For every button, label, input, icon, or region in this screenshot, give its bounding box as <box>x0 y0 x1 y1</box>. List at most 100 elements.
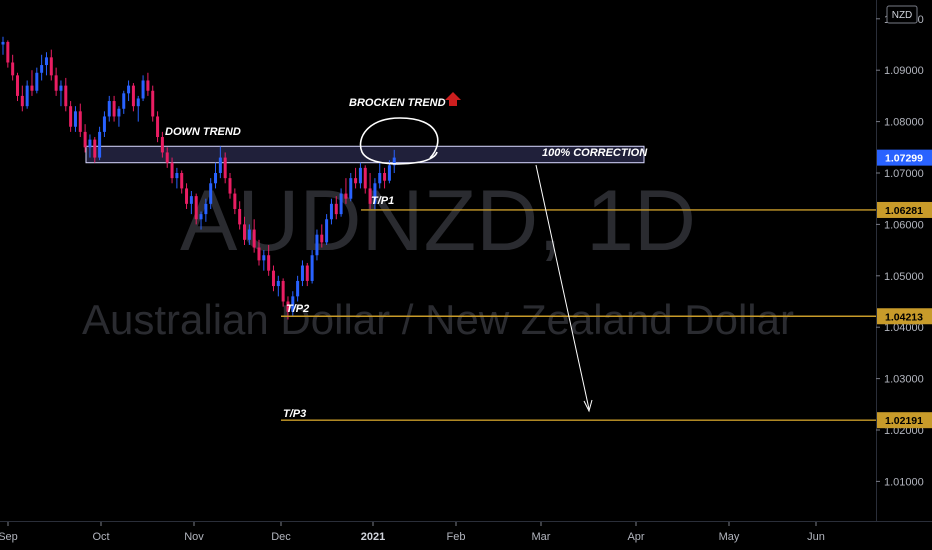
tp3-label: T/P3 <box>283 408 306 420</box>
candle-body <box>291 296 295 312</box>
level-price-badge: 1.02191 <box>877 412 932 429</box>
candle-up <box>247 224 251 245</box>
x-tick-label: May <box>719 531 740 543</box>
candle-body <box>281 280 285 302</box>
candle-down <box>78 103 82 138</box>
candle-down <box>383 167 387 189</box>
down-trend-label: DOWN TREND <box>165 126 241 138</box>
y-tick-label: 1.05000 <box>884 271 924 283</box>
y-tick-label: 1.04000 <box>884 322 924 334</box>
x-tick-label: Feb <box>447 531 466 543</box>
candle-up <box>117 106 121 127</box>
candle-body <box>262 255 266 261</box>
candle-up <box>378 162 382 189</box>
candle-down <box>233 188 237 215</box>
candle-body <box>238 208 242 225</box>
red-up-arrow-icon <box>445 92 461 106</box>
candle-up <box>310 250 314 284</box>
candle-down <box>354 167 358 189</box>
price-badge-label: 1.06281 <box>885 205 923 217</box>
price-axis[interactable]: 1.010001.020001.030001.040001.050001.060… <box>876 14 924 489</box>
candle-down <box>252 219 256 253</box>
candle-body <box>185 188 189 204</box>
candle-body <box>107 101 111 117</box>
candle-down <box>281 278 285 307</box>
correction-label: 100% CORRECTION <box>542 147 648 159</box>
candle-down <box>170 157 174 184</box>
currency-badge[interactable] <box>886 5 918 24</box>
candle-down <box>194 193 198 225</box>
candle-body <box>175 173 179 179</box>
y-tick-label: 1.01000 <box>884 476 924 488</box>
candle-up <box>276 275 280 297</box>
candle-body <box>267 255 271 271</box>
candle-body <box>6 41 10 63</box>
candle-body <box>354 178 358 184</box>
candle-down <box>368 173 372 209</box>
candle-body <box>214 173 218 184</box>
x-tick-label: Mar <box>532 531 551 543</box>
candle-body <box>373 183 377 204</box>
candle-down <box>228 173 232 199</box>
candle-body <box>44 57 48 66</box>
candle-down <box>305 262 309 287</box>
candle-body <box>189 196 193 204</box>
candle-down <box>15 72 19 102</box>
level-price-badge: 1.06281 <box>877 201 932 218</box>
x-tick-label: 2021 <box>361 531 385 543</box>
candle-up <box>214 162 218 189</box>
candle-down <box>257 239 261 266</box>
candle-body <box>276 280 280 287</box>
candle-body <box>329 203 333 220</box>
price-badge-box <box>877 308 932 325</box>
candle-down <box>20 85 24 112</box>
candle-up <box>349 173 353 202</box>
candle-body <box>146 80 150 91</box>
candle-body <box>310 255 314 281</box>
candle-body <box>194 196 198 220</box>
candle-down <box>180 170 184 194</box>
candle-body <box>156 116 160 138</box>
candle-body <box>387 165 391 181</box>
candle-body <box>349 178 353 199</box>
x-tick-label: Jun <box>807 531 825 543</box>
candle-up <box>189 190 193 215</box>
watermark-description: Australian Dollar / New Zealand Dollar <box>82 296 794 343</box>
candle-body <box>136 98 140 107</box>
candle-down <box>54 67 58 96</box>
time-axis[interactable]: Sep Oct Nov Dec 2021 Feb Mar Apr May Jun <box>0 522 825 543</box>
price-badge-label: 1.02191 <box>885 415 923 427</box>
candle-body <box>35 72 39 91</box>
candle-down <box>243 216 246 245</box>
candle-up <box>204 198 208 222</box>
candle-body <box>334 203 338 215</box>
candle-body <box>286 301 290 312</box>
y-tick-label: 1.03000 <box>884 374 924 386</box>
price-badge-label: 1.04213 <box>885 311 923 323</box>
candle-down <box>165 147 169 168</box>
candle-up <box>199 211 203 230</box>
candle-body <box>160 137 164 153</box>
candle-body <box>151 90 155 117</box>
y-tick-label: 1.08000 <box>884 117 924 129</box>
candle-up <box>122 90 126 114</box>
candle-down <box>271 265 275 292</box>
candle-body <box>378 173 382 184</box>
candle-up <box>291 291 295 317</box>
candle-down <box>267 244 271 276</box>
candle-up <box>88 134 92 158</box>
candle-body <box>30 85 34 91</box>
candle-body <box>15 75 19 96</box>
x-tick-label: Oct <box>92 531 109 543</box>
candle-up <box>325 214 329 245</box>
candle-body <box>233 193 237 209</box>
candle-body <box>122 93 126 109</box>
level-price-badge: 1.04213 <box>877 308 932 325</box>
candle-up <box>98 126 102 161</box>
candle-body <box>218 157 222 173</box>
candle-body <box>252 229 256 248</box>
candle-body <box>69 106 73 127</box>
candle-up <box>35 67 39 94</box>
candle-body <box>127 85 131 94</box>
